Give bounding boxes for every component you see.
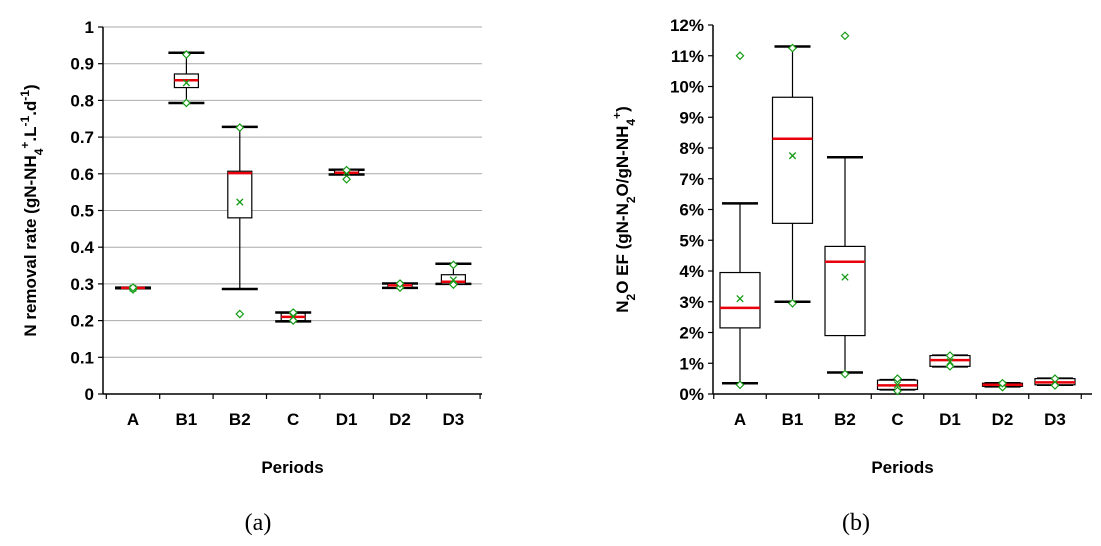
box-mean-marker — [893, 381, 902, 389]
box-body — [771, 96, 814, 224]
y-tick-label: 9% — [679, 108, 704, 127]
box-mean-marker — [449, 276, 458, 284]
y-tick-label: 0% — [679, 385, 704, 404]
chart-a: 0 0.1 0.2 0.3 0.4 0.5 0.6 0.7 0.8 0.9 1 A B1 B2 C D1 D2 D… — [18, 18, 482, 536]
x-tick-label: D1 — [336, 410, 358, 429]
box-mean-marker — [788, 152, 797, 160]
y-tick-label: 1 — [85, 18, 94, 37]
x-tick-label: C — [287, 410, 299, 429]
chart-b: 0% 1% 2% 3% 4% 5% 6% 7% 8% 9% 10% 11% 12% A B1 B2 C D1 D2 D… — [610, 16, 1092, 536]
x-tick-label: B1 — [176, 410, 198, 429]
box-extreme-point — [288, 308, 298, 317]
y-tick-label: 4% — [679, 262, 704, 281]
box-extreme-point — [235, 309, 245, 319]
box-extreme-point — [342, 165, 352, 175]
x-tick-label: A — [734, 410, 746, 429]
box-mean-marker — [946, 358, 954, 366]
y-tick-label: 0.3 — [70, 275, 94, 294]
box-extreme-point — [840, 369, 850, 379]
y-tick-label: 8% — [679, 139, 704, 158]
box-extreme-point — [945, 351, 955, 361]
x-tick-label: B2 — [834, 410, 856, 429]
box-extreme-point — [181, 50, 191, 59]
box-body — [719, 271, 761, 329]
y-axis-title: N2O EF (gN-N2O/gN-NH4+) — [610, 106, 638, 313]
box-extreme-point — [181, 98, 191, 108]
x-tick-label: D2 — [992, 410, 1014, 429]
y-tick-label: 0.1 — [70, 348, 94, 367]
y-tick-label: 0 — [85, 385, 94, 404]
box-extreme-point — [448, 260, 458, 270]
box-extreme-point — [448, 280, 458, 290]
x-tick-label: B2 — [229, 410, 251, 429]
box-extreme-point — [235, 123, 245, 133]
y-tick-label: 12% — [670, 16, 704, 35]
box-extreme-point — [893, 374, 902, 384]
box-mean-marker — [841, 273, 849, 281]
y-tick-label: 0.5 — [70, 202, 94, 221]
box-extreme-point — [288, 316, 298, 326]
y-tick-label: 7% — [679, 170, 704, 189]
box-mean-marker — [736, 295, 744, 303]
y-tick-label: 3% — [679, 293, 704, 312]
x-tick-label: C — [891, 410, 903, 429]
box-extreme-point — [788, 43, 797, 53]
box-mean-marker — [236, 198, 244, 206]
x-tick-label: D3 — [1044, 410, 1066, 429]
box-mean-marker — [182, 79, 191, 87]
panel-caption: (a) — [245, 510, 272, 536]
y-tick-label: 2% — [679, 324, 704, 343]
box-extreme-point — [735, 51, 745, 61]
y-tick-label: 11% — [671, 47, 704, 66]
x-axis-title: Periods — [261, 458, 323, 477]
y-tick-label: 0.2 — [70, 312, 94, 331]
y-tick-label: 1% — [679, 354, 704, 373]
box-extreme-point — [1050, 380, 1060, 390]
box-extreme-point — [893, 386, 902, 396]
x-tick-label: D3 — [443, 410, 465, 429]
x-tick-label: B1 — [782, 410, 804, 429]
box-extreme-point — [735, 380, 745, 390]
x-tick-label: D2 — [389, 410, 411, 429]
box-extreme-point — [840, 31, 850, 41]
box-extreme-point — [1050, 374, 1060, 384]
box-body — [824, 245, 866, 337]
y-axis-title: N removal rate (gN-NH4+.L-1.d-1) — [18, 84, 46, 336]
box-extreme-point — [998, 378, 1007, 388]
y-tick-label: 5% — [679, 231, 704, 250]
y-tick-label: 0.6 — [70, 165, 94, 184]
y-tick-label: 10% — [670, 78, 704, 97]
x-tick-label: A — [127, 410, 139, 429]
box-extreme-point — [342, 174, 352, 184]
box-extreme-point — [788, 298, 797, 308]
box-body — [227, 170, 253, 219]
y-tick-label: 0.9 — [70, 55, 94, 74]
box-extreme-point — [945, 361, 955, 371]
x-tick-label: D1 — [939, 410, 961, 429]
y-tick-label: 0.7 — [70, 128, 94, 147]
y-tick-label: 0.4 — [70, 238, 94, 257]
x-axis-title: Periods — [871, 458, 933, 477]
y-tick-label: 6% — [679, 201, 704, 220]
box-extreme-point — [128, 283, 138, 293]
y-tick-label: 0.8 — [70, 91, 94, 110]
panel-caption: (b) — [842, 510, 870, 536]
box-extreme-point — [395, 279, 405, 288]
